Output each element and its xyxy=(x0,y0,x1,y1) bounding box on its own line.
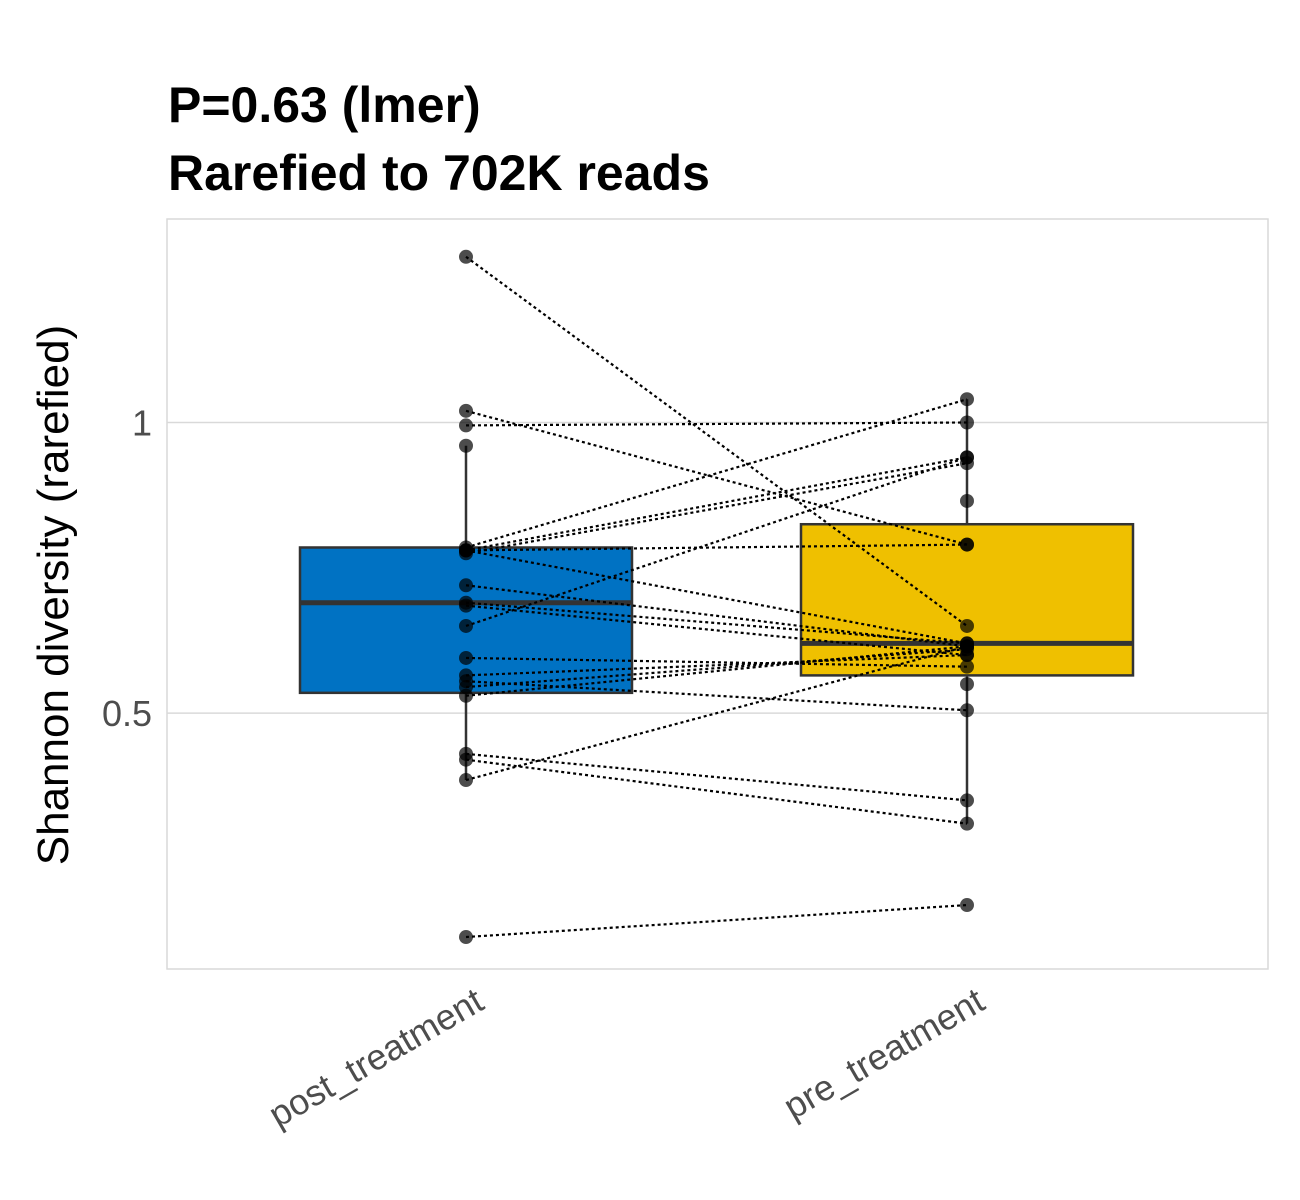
pair-line-5 xyxy=(465,462,968,555)
chart-title-line-1: P=0.63 (lmer) xyxy=(168,77,481,133)
point-pre-3 xyxy=(960,392,974,407)
pair-line-7 xyxy=(465,549,968,645)
pair-line-11 xyxy=(465,456,968,628)
box-layer xyxy=(298,399,1135,824)
pair-line-17 xyxy=(465,752,968,802)
pair-line-20 xyxy=(465,903,968,939)
point-post-20 xyxy=(459,930,473,945)
y-tick-label-1: 1 xyxy=(132,402,152,443)
pair-lines-layer xyxy=(465,255,968,939)
points-layer xyxy=(459,249,974,945)
point-post-8 xyxy=(459,578,473,593)
point-pre-14 xyxy=(960,703,974,718)
chart-title-line-2: Rarefied to 702K reads xyxy=(168,145,710,201)
y-axis-label: Shannon diversity (rarefied) xyxy=(29,325,78,865)
point-post-12 xyxy=(459,650,473,665)
point-pre-19 xyxy=(960,639,974,654)
point-extra-0 xyxy=(459,438,473,453)
point-post-10 xyxy=(459,598,473,613)
point-pre-0 xyxy=(960,618,974,633)
pair-line-4 xyxy=(465,456,968,552)
pair-line-19 xyxy=(465,645,968,782)
panel-border xyxy=(166,218,1269,970)
point-extra-1 xyxy=(960,493,974,508)
point-pre-2 xyxy=(960,415,974,430)
point-pre-12 xyxy=(960,659,974,674)
y-tick-label-0: 0.5 xyxy=(102,693,152,734)
point-post-0 xyxy=(459,249,473,264)
axis-labels-layer: 0.5 1 post_treatment pre_treatment xyxy=(102,402,991,1135)
point-pre-6 xyxy=(960,537,974,552)
pair-line-8 xyxy=(465,584,968,648)
point-post-2 xyxy=(459,418,473,433)
point-post-11 xyxy=(459,618,473,633)
point-pre-17 xyxy=(960,793,974,808)
x-tick-label-1: pre_treatment xyxy=(776,979,991,1127)
point-post-1 xyxy=(459,403,473,418)
x-tick-label-0: post_treatment xyxy=(262,979,490,1135)
pair-line-18 xyxy=(465,758,968,825)
point-pre-20 xyxy=(960,898,974,913)
point-extra-2 xyxy=(960,677,974,692)
pair-line-0 xyxy=(465,255,968,627)
pair-line-1 xyxy=(465,409,968,546)
point-pre-11 xyxy=(960,450,974,465)
point-post-16 xyxy=(459,688,473,703)
point-pre-18 xyxy=(960,816,974,831)
point-post-19 xyxy=(459,773,473,788)
point-post-18 xyxy=(459,752,473,767)
point-post-7 xyxy=(459,543,473,558)
